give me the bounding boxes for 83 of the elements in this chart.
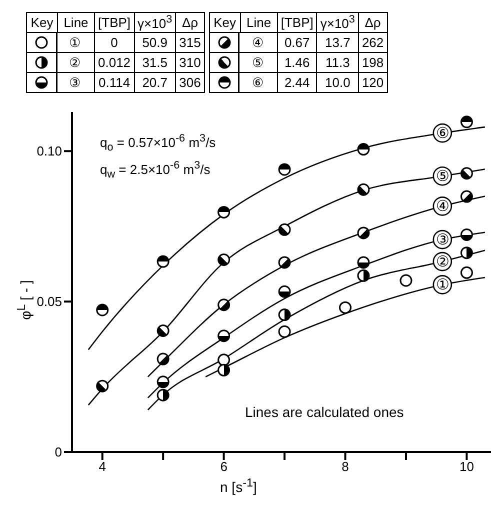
- point: [218, 354, 230, 366]
- annotation: q$_{w}$ = 2.5×10$^{-6}$ m$^{3}$/s: [100, 160, 210, 181]
- point: [357, 269, 370, 282]
- text: 0.67: [284, 35, 310, 50]
- text: 198: [362, 55, 384, 70]
- text: Line: [64, 15, 88, 30]
- text: 1.46: [284, 55, 310, 70]
- legend-label: ②: [68, 55, 82, 70]
- text: ④: [436, 198, 449, 216]
- text: ②: [436, 254, 449, 271]
- point: [278, 256, 291, 269]
- point: [218, 330, 230, 342]
- point: [357, 226, 370, 240]
- x-tick-label: 4: [98, 459, 106, 474]
- text: Δρ: [182, 15, 198, 30]
- text: 13.7: [325, 35, 350, 50]
- text: Δρ: [364, 15, 381, 30]
- point: [357, 256, 370, 269]
- point: [278, 285, 291, 298]
- point: [278, 325, 291, 338]
- point: [156, 255, 170, 268]
- y-tick-label: 0.05: [36, 294, 62, 310]
- point: [278, 163, 291, 176]
- point: [156, 376, 170, 388]
- point: [156, 324, 170, 337]
- point: [278, 308, 291, 322]
- point: [278, 223, 291, 236]
- text: 120: [362, 75, 384, 90]
- text: [TBP]: [280, 15, 314, 30]
- point: [156, 352, 170, 366]
- text: 0: [110, 35, 118, 50]
- annotation: q$_{o}$ = 0.57×10$^{-6}$ m$^{3}$/s: [100, 133, 216, 154]
- text: 315: [179, 35, 201, 50]
- text: ③: [436, 232, 449, 249]
- text: ⑤: [436, 168, 449, 186]
- text: Key: [214, 15, 236, 30]
- legend-label: ④: [250, 35, 265, 50]
- text: 2.44: [284, 75, 310, 90]
- legend-label: ⑥: [250, 75, 265, 90]
- text: 50.9: [142, 35, 168, 50]
- text: γ×10$^{3}$: [138, 14, 172, 32]
- text: 20.7: [142, 75, 168, 90]
- text: 11.3: [325, 55, 350, 70]
- x-tick-label: 6: [220, 459, 228, 474]
- point: [156, 388, 170, 402]
- legend-label: ①: [68, 35, 82, 50]
- text: 310: [179, 55, 201, 70]
- text: Line: [246, 15, 272, 30]
- point: [339, 301, 352, 314]
- point: [218, 364, 230, 376]
- text: γ×10$^{3}$: [320, 14, 355, 32]
- y-tick-label: 0.10: [36, 144, 62, 159]
- point: [357, 143, 370, 156]
- point: [96, 380, 109, 392]
- text: 0.114: [98, 75, 130, 90]
- point: [96, 304, 109, 316]
- text: 306: [179, 75, 201, 90]
- point: [460, 190, 473, 203]
- legend-label: ⑤: [250, 55, 265, 70]
- text: ①: [436, 276, 449, 294]
- point: [218, 298, 230, 312]
- text: 10.0: [325, 75, 350, 90]
- point: [460, 266, 473, 279]
- point: [460, 116, 473, 128]
- annotation: Lines are calculated ones: [245, 404, 404, 420]
- point: [400, 274, 412, 287]
- text: 262: [362, 35, 384, 50]
- point: [460, 228, 473, 242]
- text: ⑥: [436, 125, 449, 142]
- point: [460, 246, 473, 260]
- text: 0.012: [98, 55, 131, 70]
- legend-label: ③: [68, 75, 82, 90]
- x-tick-label: 8: [342, 459, 349, 474]
- point: [357, 183, 370, 196]
- point: [218, 253, 230, 266]
- text: 31.5: [142, 55, 168, 70]
- x-tick-label: 10: [459, 459, 474, 474]
- text: [TBP]: [98, 15, 131, 30]
- point: [218, 206, 230, 218]
- point: [460, 167, 473, 180]
- y-tick-label: 0: [54, 444, 62, 460]
- text: Key: [30, 15, 54, 30]
- x-axis-title: n [s$^{-1}$]: [220, 476, 257, 495]
